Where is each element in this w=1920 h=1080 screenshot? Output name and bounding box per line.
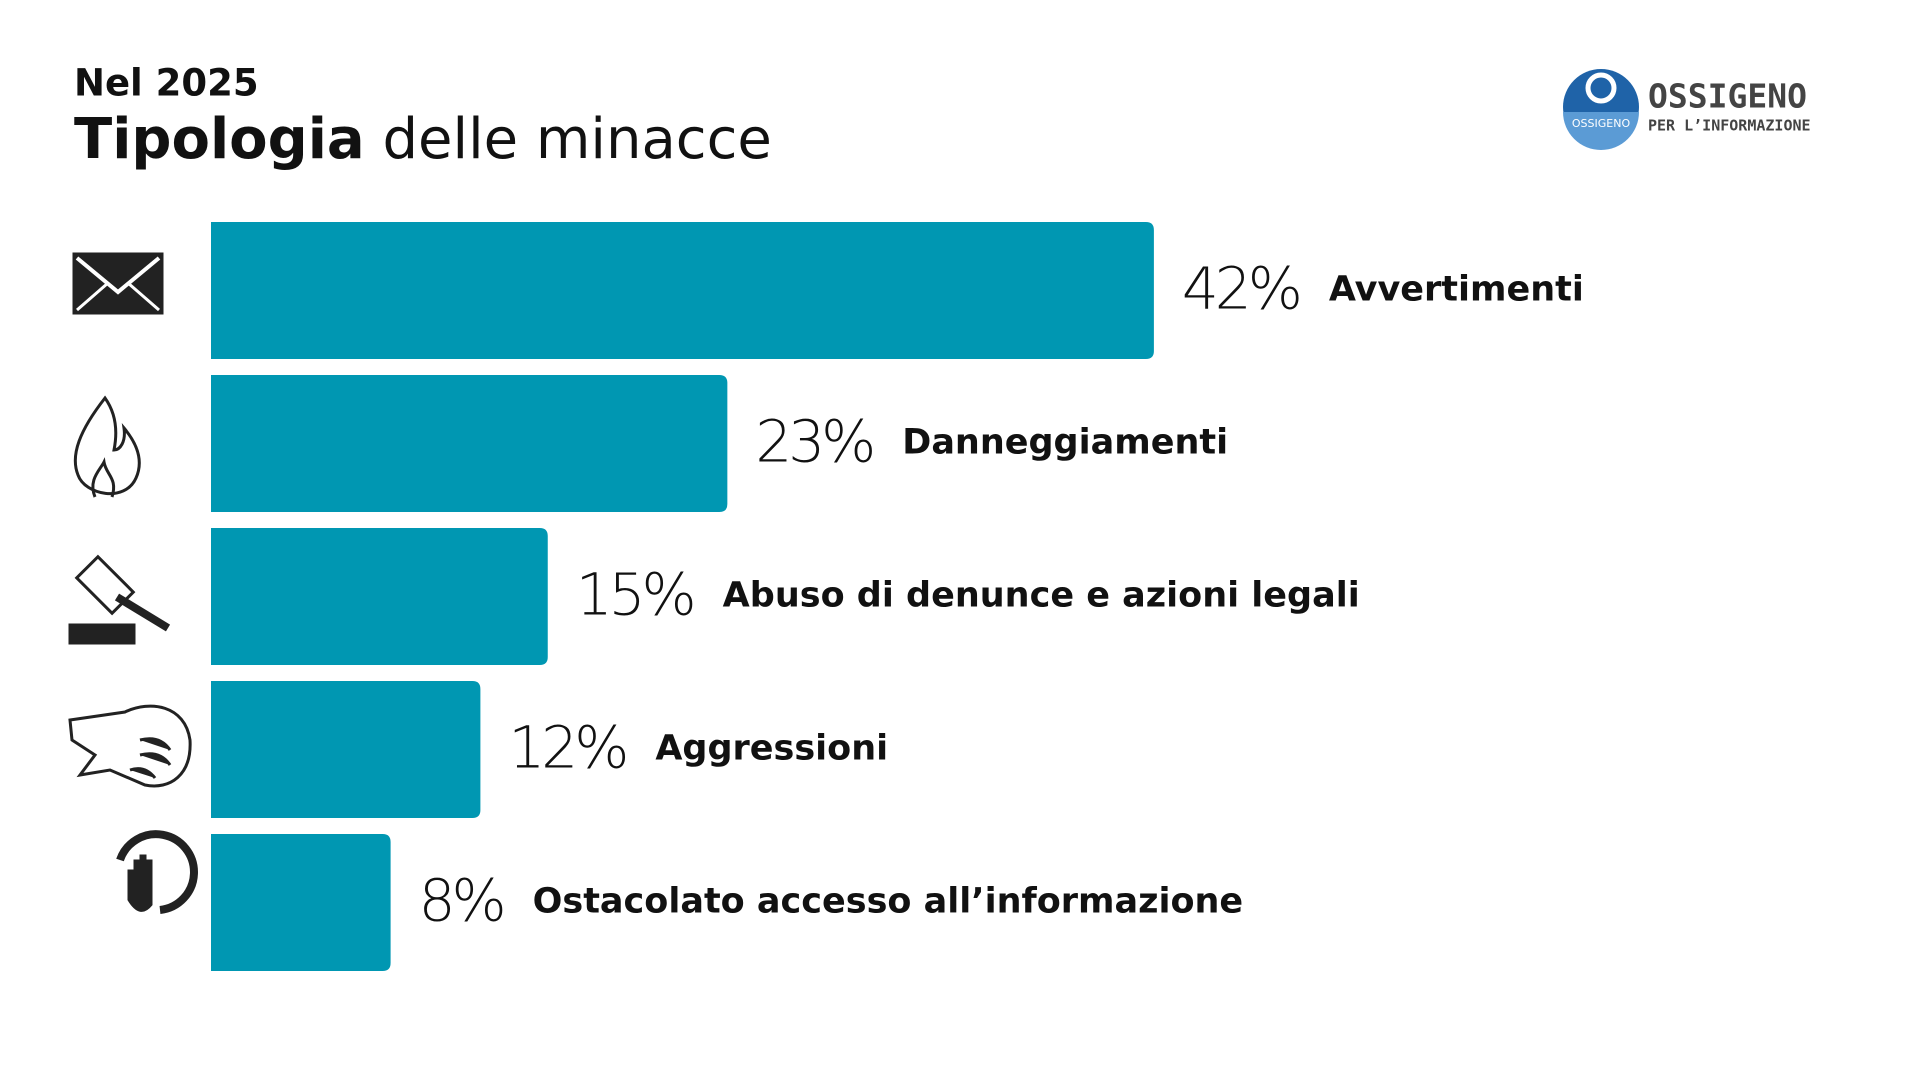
value-label: 15% bbox=[576, 561, 693, 629]
icon-fist bbox=[68, 704, 192, 788]
icon-envelope bbox=[72, 252, 164, 315]
category-label: Avvertimenti bbox=[1329, 270, 1584, 310]
logo-circle-lower bbox=[1563, 112, 1639, 150]
chart-title: Tipologia delle minacce bbox=[74, 107, 772, 172]
logo-tagline: PER L’INFORMAZIONE bbox=[1648, 117, 1811, 135]
bar bbox=[211, 375, 728, 512]
logo: OSSIGENO OSSIGENO PER L’INFORMAZIONE bbox=[1563, 69, 1811, 150]
bar bbox=[211, 528, 548, 665]
logo-name: OSSIGENO bbox=[1648, 77, 1807, 116]
bar bbox=[211, 834, 391, 971]
category-label: Danneggiamenti bbox=[902, 423, 1228, 463]
value-label: 42% bbox=[1182, 255, 1299, 323]
bar bbox=[211, 222, 1154, 359]
value-label: 23% bbox=[755, 408, 872, 476]
icons bbox=[68, 252, 198, 914]
icon-fire bbox=[73, 395, 141, 498]
category-label: Ostacolato accesso all’informazione bbox=[533, 882, 1244, 922]
icon-gavel bbox=[68, 554, 171, 645]
chart-subtitle: Nel 2025 bbox=[74, 62, 259, 105]
value-label: 8% bbox=[419, 867, 503, 935]
logo-badge: OSSIGENO bbox=[1572, 117, 1631, 130]
category-label: Aggressioni bbox=[655, 729, 888, 769]
icon-stop-hand bbox=[116, 830, 198, 914]
bar bbox=[211, 681, 481, 818]
category-label: Abuso di denunce e azioni legali bbox=[723, 576, 1360, 616]
value-label: 12% bbox=[508, 714, 625, 782]
logo-ring bbox=[1585, 72, 1617, 104]
